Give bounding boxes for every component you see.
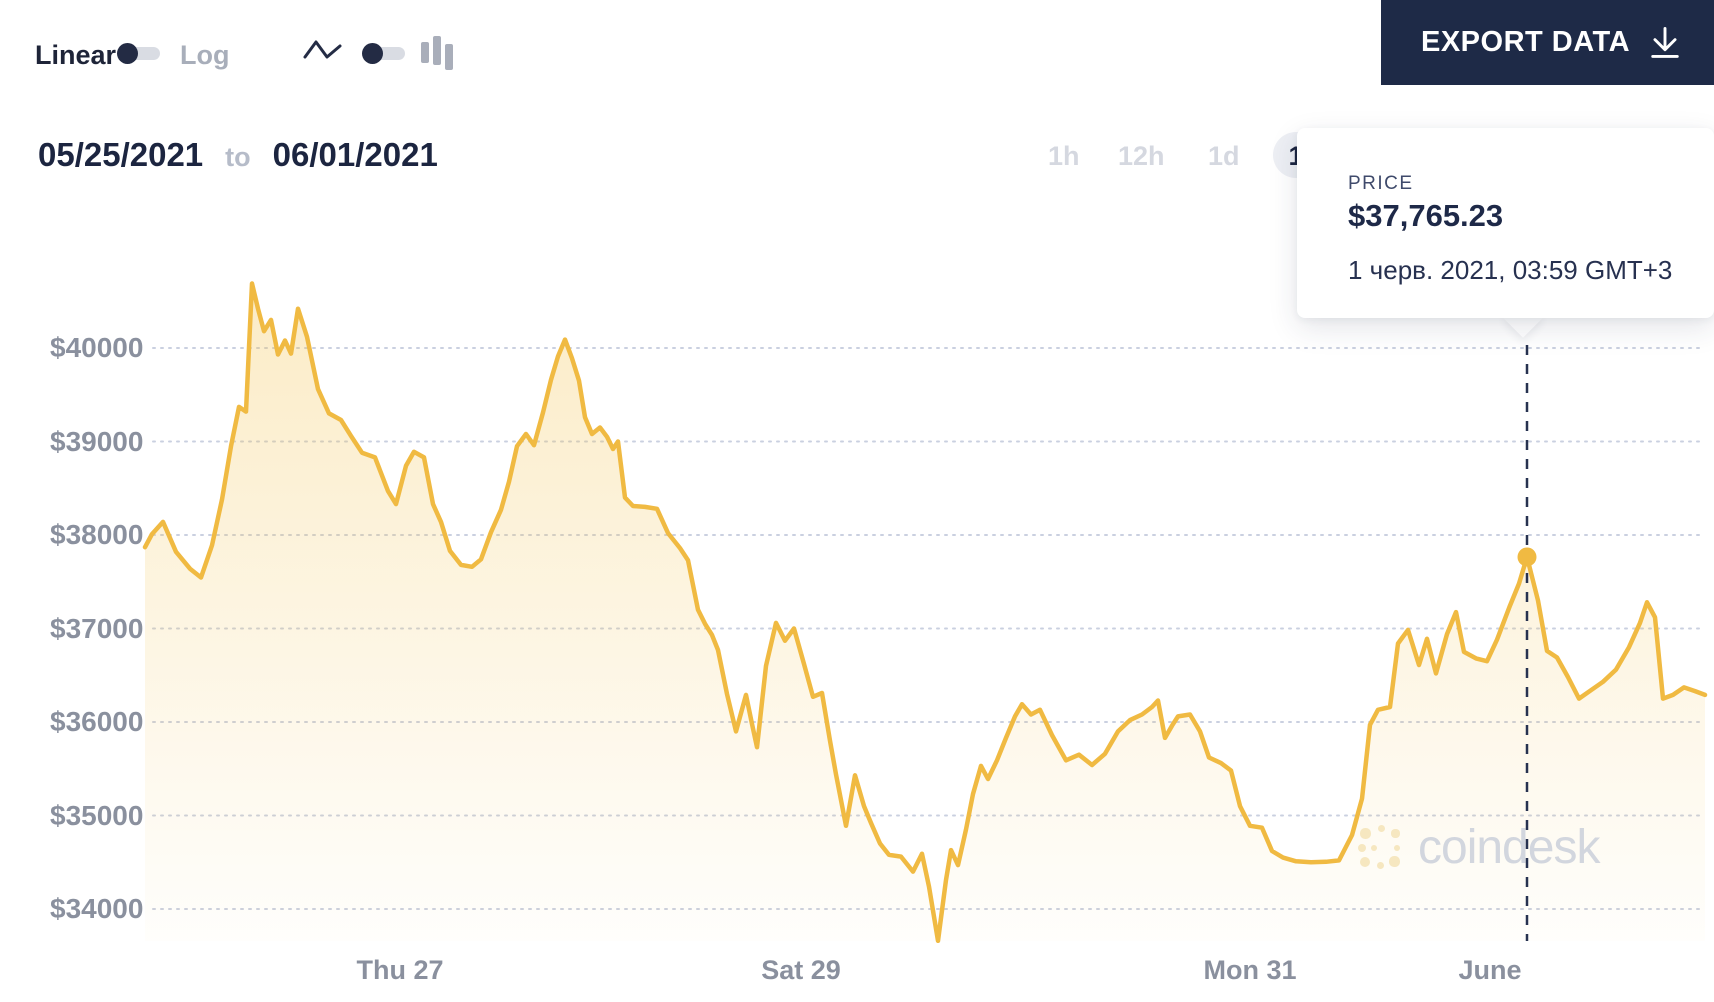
bar-chart-icon[interactable] <box>421 34 453 70</box>
y-axis-label: $40000 <box>50 332 144 363</box>
x-axis-label: Sat 29 <box>761 955 841 985</box>
y-axis-label: $37000 <box>50 612 144 644</box>
y-axis-label: $38000 <box>50 519 144 550</box>
download-icon <box>1651 26 1679 58</box>
chart-type-toggle-switch[interactable] <box>362 43 405 64</box>
x-axis-label: June <box>1458 955 1522 985</box>
y-axis-label: $34000 <box>50 893 144 924</box>
tooltip-datetime: 1 черв. 2021, 03:59 GMT+3 <box>1348 255 1673 285</box>
coindesk-logo-icon <box>1358 824 1400 869</box>
price-area-fill <box>145 283 1705 941</box>
y-axis-label: $36000 <box>50 706 144 737</box>
date-range: 05/25/2021 to 06/01/2021 <box>38 136 438 174</box>
line-chart-icon[interactable] <box>303 38 343 64</box>
date-range-separator: to <box>225 142 251 172</box>
interval-12h[interactable]: 12h <box>1118 141 1165 171</box>
x-axis-label: Mon 31 <box>1203 955 1297 985</box>
tooltip-price-label: PRICE <box>1348 173 1414 194</box>
y-axis-label: $39000 <box>50 425 144 457</box>
export-data-button[interactable]: EXPORT DATA <box>1381 0 1714 85</box>
tooltip-price-value: $37,765.23 <box>1348 198 1504 233</box>
coindesk-watermark-text: coindesk <box>1418 821 1600 874</box>
toggle-knob <box>362 43 383 64</box>
linear-scale-label[interactable]: Linear <box>35 40 117 70</box>
export-data-label: EXPORT DATA <box>1421 26 1631 58</box>
date-range-start[interactable]: 05/25/2021 <box>38 136 204 173</box>
price-tooltip: PRICE $37,765.23 1 черв. 2021, 03:59 GMT… <box>1297 128 1714 318</box>
x-axis-label: Thu 27 <box>356 955 444 985</box>
y-axis-label: $35000 <box>50 799 144 831</box>
log-scale-label[interactable]: Log <box>180 40 230 70</box>
scale-toggle-switch[interactable] <box>117 43 160 64</box>
toggle-knob <box>117 43 138 64</box>
price-line <box>142 281 1708 944</box>
interval-1d[interactable]: 1d <box>1208 141 1240 171</box>
coindesk-watermark: coindesk <box>1358 820 1600 875</box>
selected-point-marker[interactable] <box>1517 547 1537 567</box>
interval-1h[interactable]: 1h <box>1048 141 1080 171</box>
date-range-end[interactable]: 06/01/2021 <box>272 136 438 173</box>
